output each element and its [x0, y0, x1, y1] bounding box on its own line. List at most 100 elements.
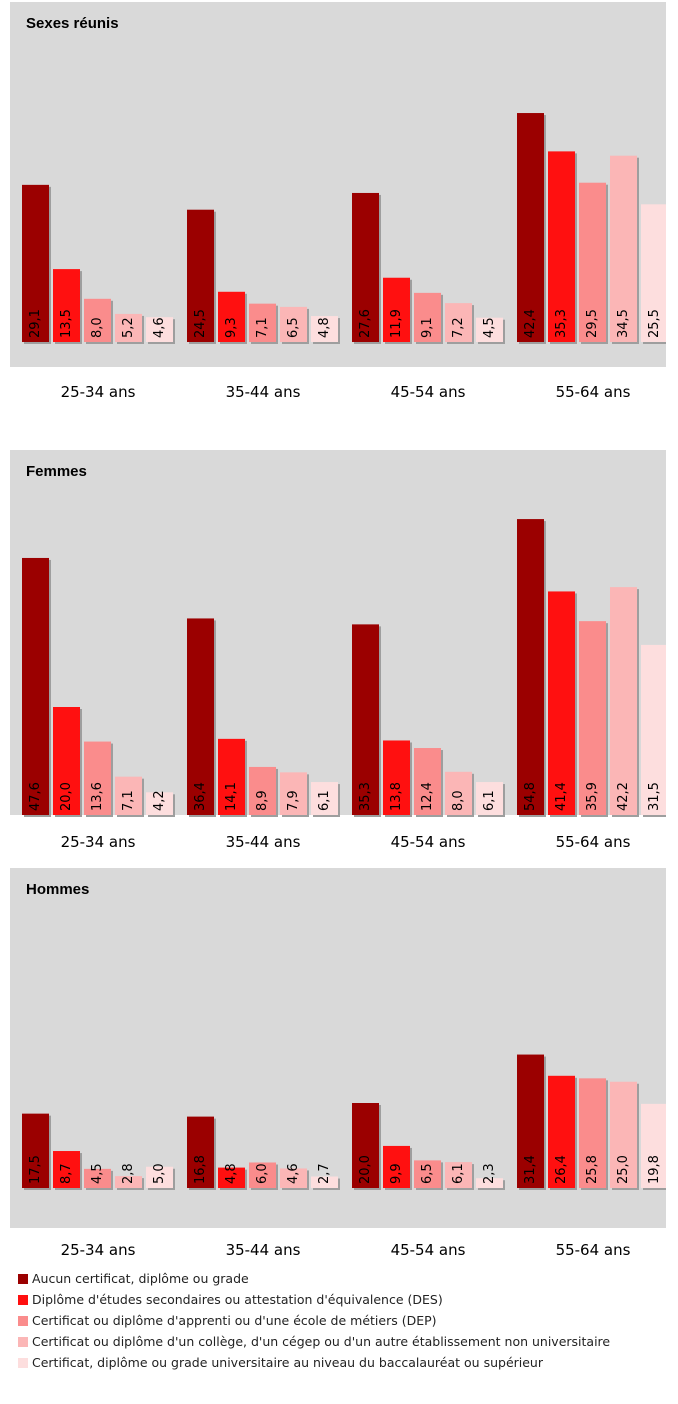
data-label: 12,4 — [420, 782, 435, 811]
bar — [579, 1078, 606, 1188]
bar — [476, 317, 503, 342]
data-label: 19,8 — [647, 1155, 662, 1184]
legend-swatch — [18, 1315, 28, 1326]
legend-item: Certificat, diplôme ou grade universitai… — [18, 1352, 674, 1373]
data-label: 9,1 — [420, 317, 435, 338]
data-label: 7,2 — [451, 317, 466, 338]
data-label: 47,6 — [28, 782, 43, 811]
bar — [445, 1162, 472, 1188]
bar — [53, 269, 80, 342]
data-label: 6,5 — [286, 317, 301, 338]
data-label: 7,1 — [121, 790, 136, 811]
data-label: 29,1 — [28, 309, 43, 338]
bar — [610, 1081, 637, 1188]
chart-title: Sexes réunis — [26, 15, 119, 32]
category-label: 35-44 ans — [226, 383, 301, 401]
data-label: 31,5 — [647, 782, 662, 811]
bar — [249, 303, 276, 342]
data-label: 13,5 — [59, 309, 74, 338]
chart-svg: Femmes 47,6 20,0 13,6 7,1 4,2 25-34 ans 36,4 14,… — [10, 450, 666, 851]
legend-label: Diplôme d'études secondaires ou attestat… — [32, 1292, 443, 1307]
chart-svg: Sexes réunis 29,1 13,5 8,0 5,2 4,6 25-34 ans 24… — [10, 2, 666, 401]
data-label: 2,3 — [482, 1163, 497, 1184]
data-label: 13,8 — [389, 782, 404, 811]
data-label: 2,7 — [317, 1163, 332, 1184]
data-label: 35,3 — [358, 782, 373, 811]
bar — [383, 740, 410, 815]
data-label: 34,5 — [616, 309, 631, 338]
data-label: 20,0 — [358, 1155, 373, 1184]
data-label: 8,0 — [90, 317, 105, 338]
data-label: 36,4 — [193, 782, 208, 811]
category-label: 55-64 ans — [556, 833, 631, 851]
bar — [476, 1178, 503, 1188]
bar — [641, 204, 666, 342]
bar — [579, 621, 606, 815]
data-label: 31,4 — [523, 1155, 538, 1184]
legend-label: Aucun certificat, diplôme ou grade — [32, 1271, 249, 1286]
data-label: 2,8 — [121, 1163, 136, 1184]
bar — [84, 1168, 111, 1188]
bar — [187, 618, 214, 815]
data-label: 6,1 — [317, 790, 332, 811]
bar — [517, 1054, 544, 1188]
bar — [383, 1145, 410, 1188]
bar — [115, 776, 142, 815]
legend-swatch — [18, 1336, 28, 1347]
data-label: 16,8 — [193, 1155, 208, 1184]
data-label: 4,6 — [152, 317, 167, 338]
bar — [280, 772, 307, 815]
bar — [146, 1166, 173, 1188]
data-label: 4,2 — [152, 790, 167, 811]
bar — [548, 151, 575, 342]
category-label: 35-44 ans — [226, 833, 301, 851]
bar — [610, 155, 637, 342]
bar — [414, 292, 441, 342]
bar — [311, 782, 338, 815]
bar — [280, 1168, 307, 1188]
legend: Aucun certificat, diplôme ou grade Diplô… — [18, 1268, 674, 1373]
chart-title: Femmes — [26, 463, 87, 480]
data-label: 27,6 — [358, 309, 373, 338]
category-label: 25-34 ans — [61, 833, 136, 851]
data-label: 24,5 — [193, 309, 208, 338]
legend-item: Certificat ou diplôme d'apprenti ou d'un… — [18, 1310, 674, 1331]
data-label: 11,9 — [389, 309, 404, 338]
bar — [22, 184, 49, 342]
chart-hommes: Hommes 17,5 8,7 4,5 2,8 5,0 25-34 ans 16,8 4,8 6,… — [10, 868, 666, 1268]
category-label: 45-54 ans — [391, 833, 466, 851]
bar — [445, 303, 472, 342]
legend-item: Diplôme d'études secondaires ou attestat… — [18, 1289, 674, 1310]
data-label: 5,2 — [121, 317, 136, 338]
data-label: 7,1 — [255, 317, 270, 338]
category-label: 35-44 ans — [226, 1241, 301, 1259]
bar — [352, 624, 379, 815]
legend-label: Certificat ou diplôme d'apprenti ou d'un… — [32, 1313, 437, 1328]
data-label: 5,0 — [152, 1163, 167, 1184]
data-label: 6,1 — [482, 790, 497, 811]
bar — [548, 1075, 575, 1188]
data-label: 35,3 — [554, 309, 569, 338]
bar — [146, 792, 173, 815]
data-label: 20,0 — [59, 782, 74, 811]
data-label: 42,4 — [523, 309, 538, 338]
bar — [53, 707, 80, 815]
data-label: 4,8 — [317, 317, 332, 338]
category-label: 45-54 ans — [391, 1241, 466, 1259]
legend-item: Aucun certificat, diplôme ou grade — [18, 1268, 674, 1289]
data-label: 6,1 — [451, 1163, 466, 1184]
bar — [548, 591, 575, 815]
data-label: 4,8 — [224, 1163, 239, 1184]
data-label: 8,7 — [59, 1163, 74, 1184]
bar — [414, 748, 441, 815]
chart-femmes: Femmes 47,6 20,0 13,6 7,1 4,2 25-34 ans 36,4 14,… — [10, 450, 666, 860]
category-label: 45-54 ans — [391, 383, 466, 401]
legend-label: Certificat, diplôme ou grade universitai… — [32, 1355, 543, 1370]
category-label: 55-64 ans — [556, 383, 631, 401]
legend-swatch — [18, 1357, 28, 1368]
legend-swatch — [18, 1294, 28, 1305]
data-label: 42,2 — [616, 782, 631, 811]
bar — [218, 291, 245, 342]
bar — [641, 644, 666, 815]
data-label: 13,6 — [90, 782, 105, 811]
